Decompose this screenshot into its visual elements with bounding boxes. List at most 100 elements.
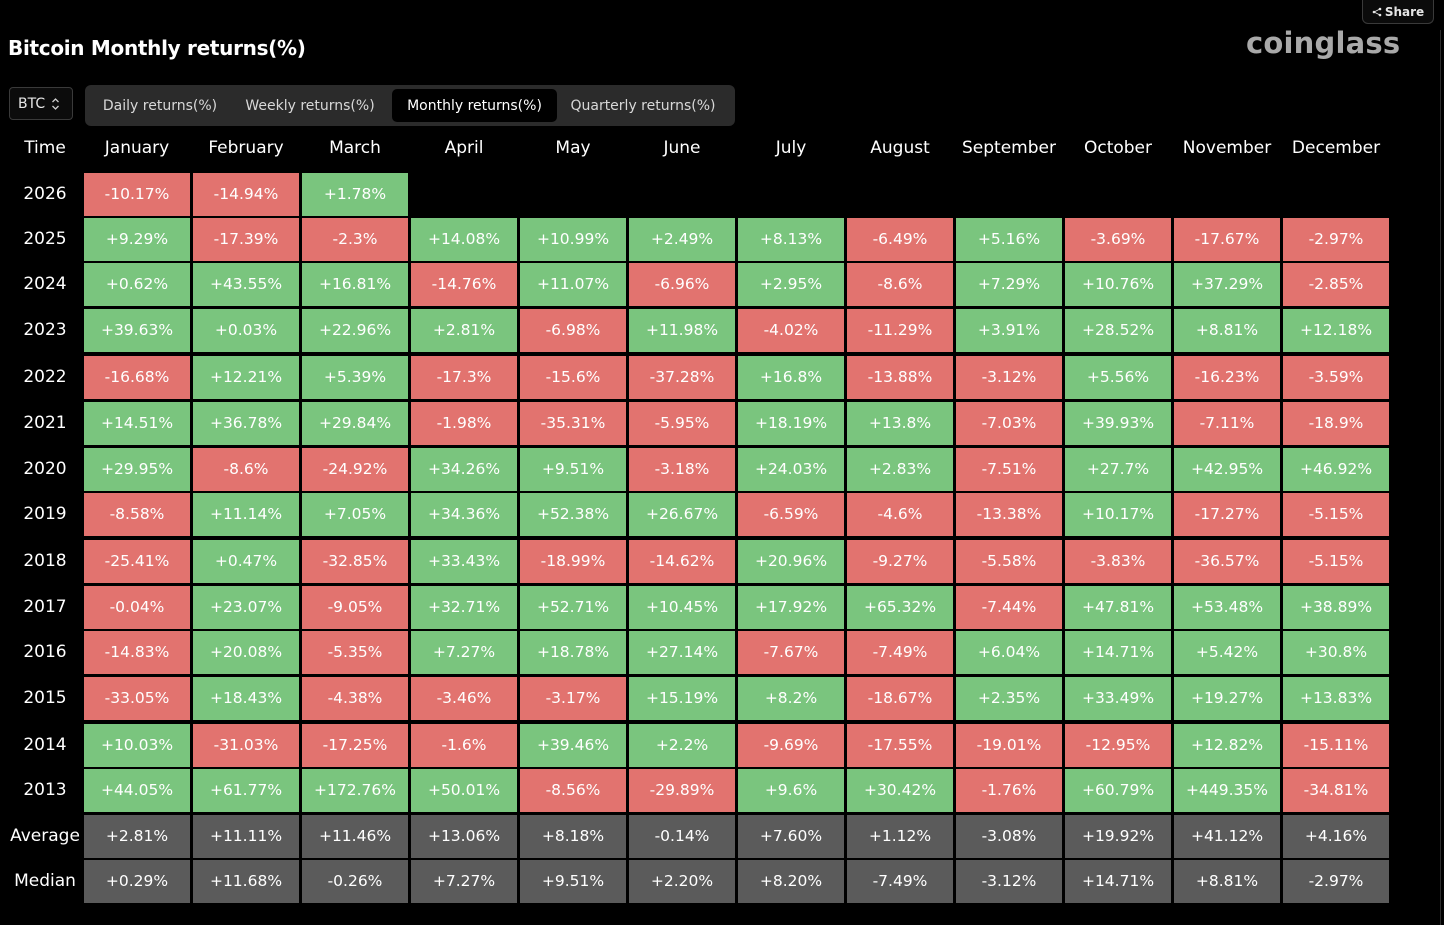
- return-cell[interactable]: -17.67%: [1174, 218, 1280, 261]
- return-cell[interactable]: +12.82%: [1174, 724, 1280, 767]
- return-cell[interactable]: +39.93%: [1065, 402, 1171, 445]
- stat-cell[interactable]: -0.14%: [629, 815, 735, 858]
- return-cell[interactable]: +10.03%: [84, 724, 190, 767]
- return-cell[interactable]: -4.02%: [738, 309, 844, 352]
- return-cell[interactable]: +7.29%: [956, 263, 1062, 306]
- return-cell[interactable]: +18.19%: [738, 402, 844, 445]
- return-cell[interactable]: +5.56%: [1065, 356, 1171, 399]
- return-cell[interactable]: -16.68%: [84, 356, 190, 399]
- return-cell[interactable]: +7.05%: [302, 493, 408, 536]
- return-cell[interactable]: -7.03%: [956, 402, 1062, 445]
- return-cell[interactable]: -1.76%: [956, 769, 1062, 812]
- return-cell[interactable]: +30.42%: [847, 769, 953, 812]
- return-cell[interactable]: +43.55%: [193, 263, 299, 306]
- return-cell[interactable]: +33.49%: [1065, 677, 1171, 720]
- return-cell[interactable]: +14.51%: [84, 402, 190, 445]
- return-cell[interactable]: +2.2%: [629, 724, 735, 767]
- return-cell[interactable]: +449.35%: [1174, 769, 1280, 812]
- return-cell[interactable]: -11.29%: [847, 309, 953, 352]
- return-cell[interactable]: -29.89%: [629, 769, 735, 812]
- return-cell[interactable]: +30.8%: [1283, 631, 1389, 674]
- return-cell[interactable]: +20.96%: [738, 540, 844, 583]
- column-header-december[interactable]: December: [1291, 138, 1381, 158]
- return-cell[interactable]: +28.52%: [1065, 309, 1171, 352]
- return-cell[interactable]: -14.83%: [84, 631, 190, 674]
- return-cell[interactable]: +3.91%: [956, 309, 1062, 352]
- return-cell[interactable]: +38.89%: [1283, 586, 1389, 629]
- return-cell[interactable]: +15.19%: [629, 677, 735, 720]
- return-cell[interactable]: +2.35%: [956, 677, 1062, 720]
- return-cell[interactable]: +52.71%: [520, 586, 626, 629]
- return-cell[interactable]: +0.03%: [193, 309, 299, 352]
- return-cell[interactable]: -37.28%: [629, 356, 735, 399]
- return-cell[interactable]: -17.3%: [411, 356, 517, 399]
- return-cell[interactable]: -17.25%: [302, 724, 408, 767]
- stat-cell[interactable]: +8.81%: [1174, 860, 1280, 903]
- return-cell[interactable]: -5.15%: [1283, 493, 1389, 536]
- stat-cell[interactable]: +2.81%: [84, 815, 190, 858]
- return-cell[interactable]: +12.18%: [1283, 309, 1389, 352]
- return-cell[interactable]: -32.85%: [302, 540, 408, 583]
- return-cell[interactable]: -14.62%: [629, 540, 735, 583]
- share-button[interactable]: Share: [1362, 0, 1434, 24]
- return-cell[interactable]: -13.88%: [847, 356, 953, 399]
- column-header-may[interactable]: May: [555, 138, 591, 158]
- return-cell[interactable]: +5.16%: [956, 218, 1062, 261]
- return-cell[interactable]: +18.43%: [193, 677, 299, 720]
- return-cell[interactable]: +18.78%: [520, 631, 626, 674]
- stat-cell[interactable]: +7.27%: [411, 860, 517, 903]
- return-cell[interactable]: +5.39%: [302, 356, 408, 399]
- return-cell[interactable]: -18.67%: [847, 677, 953, 720]
- return-cell[interactable]: -1.98%: [411, 402, 517, 445]
- return-cell[interactable]: +8.2%: [738, 677, 844, 720]
- return-cell[interactable]: +5.42%: [1174, 631, 1280, 674]
- return-cell[interactable]: -9.27%: [847, 540, 953, 583]
- stat-cell[interactable]: +8.20%: [738, 860, 844, 903]
- return-cell[interactable]: +11.07%: [520, 263, 626, 306]
- return-cell[interactable]: +65.32%: [847, 586, 953, 629]
- return-cell[interactable]: -3.69%: [1065, 218, 1171, 261]
- column-header-january[interactable]: January: [104, 138, 170, 158]
- return-cell[interactable]: +7.27%: [411, 631, 517, 674]
- return-cell[interactable]: -15.11%: [1283, 724, 1389, 767]
- return-cell[interactable]: +2.49%: [629, 218, 735, 261]
- return-cell[interactable]: +9.51%: [520, 448, 626, 491]
- return-cell[interactable]: -7.44%: [956, 586, 1062, 629]
- return-cell[interactable]: +172.76%: [302, 769, 408, 812]
- return-cell[interactable]: +27.14%: [629, 631, 735, 674]
- return-cell[interactable]: -2.97%: [1283, 218, 1389, 261]
- return-cell[interactable]: +13.8%: [847, 402, 953, 445]
- return-cell[interactable]: -36.57%: [1174, 540, 1280, 583]
- stat-cell[interactable]: +13.06%: [411, 815, 517, 858]
- return-cell[interactable]: +46.92%: [1283, 448, 1389, 491]
- stat-cell[interactable]: +1.12%: [847, 815, 953, 858]
- column-header-june[interactable]: June: [663, 138, 701, 158]
- stat-cell[interactable]: +9.51%: [520, 860, 626, 903]
- return-cell[interactable]: +6.04%: [956, 631, 1062, 674]
- return-cell[interactable]: -17.55%: [847, 724, 953, 767]
- return-cell[interactable]: +17.92%: [738, 586, 844, 629]
- return-cell[interactable]: +10.99%: [520, 218, 626, 261]
- return-cell[interactable]: +13.83%: [1283, 677, 1389, 720]
- return-cell[interactable]: +33.43%: [411, 540, 517, 583]
- column-header-august[interactable]: August: [870, 138, 930, 158]
- return-cell[interactable]: +44.05%: [84, 769, 190, 812]
- return-cell[interactable]: +10.45%: [629, 586, 735, 629]
- stat-cell[interactable]: +2.20%: [629, 860, 735, 903]
- brand-logo[interactable]: coinglass: [1246, 26, 1401, 60]
- return-cell[interactable]: +1.78%: [302, 173, 408, 216]
- return-cell[interactable]: -17.27%: [1174, 493, 1280, 536]
- return-cell[interactable]: -8.6%: [847, 263, 953, 306]
- stat-cell[interactable]: +41.12%: [1174, 815, 1280, 858]
- return-cell[interactable]: -6.98%: [520, 309, 626, 352]
- return-cell[interactable]: +26.67%: [629, 493, 735, 536]
- column-header-november[interactable]: November: [1182, 138, 1272, 158]
- return-cell[interactable]: -18.9%: [1283, 402, 1389, 445]
- column-header-march[interactable]: March: [329, 138, 381, 158]
- stat-cell[interactable]: +4.16%: [1283, 815, 1389, 858]
- return-cell[interactable]: -2.3%: [302, 218, 408, 261]
- column-header-april[interactable]: April: [444, 138, 484, 158]
- stat-cell[interactable]: +0.29%: [84, 860, 190, 903]
- return-cell[interactable]: +8.13%: [738, 218, 844, 261]
- stat-cell[interactable]: +11.68%: [193, 860, 299, 903]
